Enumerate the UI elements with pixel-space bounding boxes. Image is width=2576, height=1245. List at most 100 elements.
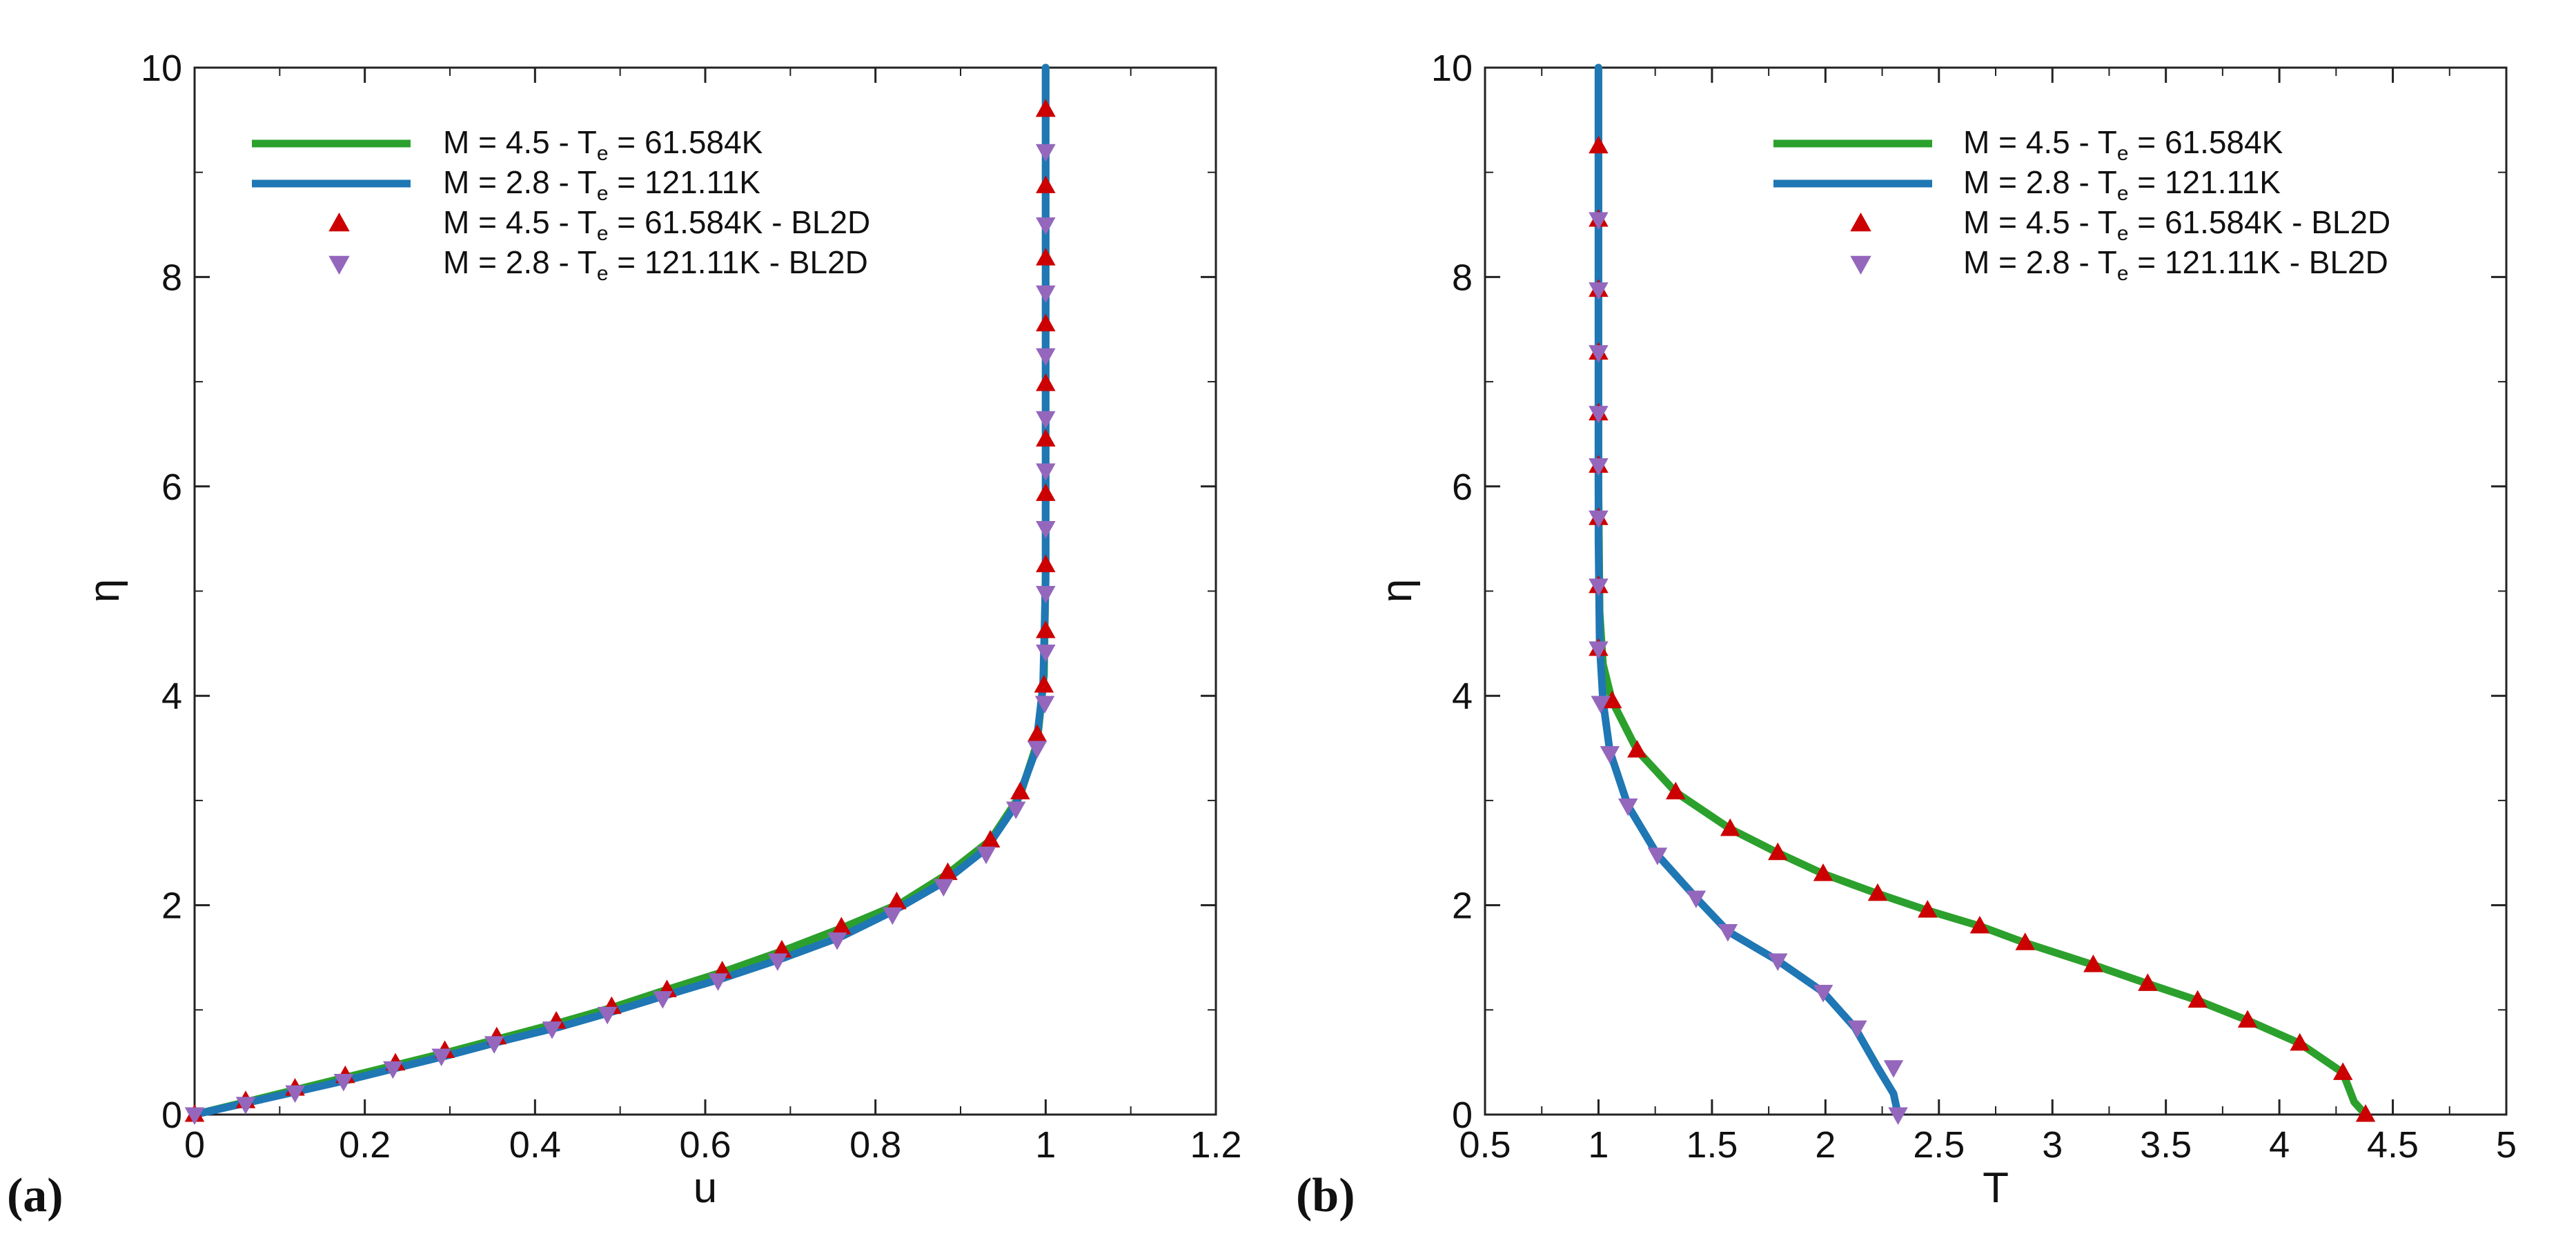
- panel-b-series-2-marker: [2237, 1010, 2258, 1028]
- panel-b-series-3-marker: [1600, 746, 1620, 764]
- panel-a-series-3-marker: [184, 1107, 205, 1125]
- panel-b-x-tick-label: 5: [2496, 1124, 2517, 1166]
- panel-b-series-3-marker: [1589, 458, 1609, 476]
- panel-a-series-2-marker: [980, 830, 1001, 848]
- panel-b-series-2-marker: [1867, 883, 1888, 901]
- panel-a-series-3-marker: [1036, 348, 1056, 366]
- panel-a-series-3-marker: [1036, 644, 1056, 663]
- panel-a-series-3-marker: [333, 1073, 354, 1092]
- panel-b-x-tick-label: 0.5: [1459, 1124, 1511, 1166]
- panel-b-series-2-marker: [1813, 863, 1833, 881]
- panel-a-x-tick-label: 0.4: [509, 1124, 561, 1166]
- panel-a-y-tick-label: 2: [161, 885, 182, 927]
- panel-a-series-2-marker: [887, 892, 907, 910]
- panel-b-series-2-marker: [2187, 990, 2208, 1008]
- panel-b-series-2-marker: [1666, 781, 1686, 800]
- panel-a-series-2-marker: [1036, 313, 1056, 332]
- panel-a-y-tick-label: 4: [161, 676, 182, 717]
- panel-b-series-2-marker: [2138, 973, 2158, 991]
- panel-b-series-3-marker: [1589, 510, 1609, 529]
- panel-a-series-3-marker: [1036, 520, 1056, 539]
- panel-a-series-3-marker: [484, 1036, 504, 1054]
- panel-a-series-3-marker: [1036, 144, 1056, 162]
- panel-a-x-tick-label: 0.6: [679, 1124, 731, 1166]
- panel-a-y-tick-label: 0: [161, 1095, 182, 1136]
- panel-b-series-3-marker: [1647, 847, 1668, 865]
- panel-a-label: (a): [7, 1169, 63, 1222]
- panel-a-y-tick-label: 6: [161, 467, 182, 508]
- panel-b-series-2-marker: [1627, 740, 1647, 758]
- panel-a-series-3-marker: [235, 1097, 256, 1115]
- panel-a-series-3-marker: [883, 907, 903, 925]
- panel-a-series-2-marker: [1036, 429, 1056, 447]
- panel-b-series-3-marker: [1591, 696, 1611, 714]
- panel-a-series-3-marker: [1005, 801, 1026, 820]
- panel-a-series-3-marker: [767, 953, 788, 972]
- panel-a-series-3-marker: [708, 973, 728, 991]
- panel-a-series-3-marker: [383, 1061, 403, 1079]
- panel-b-series-2-marker: [2355, 1104, 2376, 1122]
- panel-a-series-2-marker: [1036, 620, 1056, 638]
- panel-b-x-tick-label: 1: [1588, 1124, 1609, 1166]
- panel-b-y-tick-label: 0: [1452, 1095, 1473, 1136]
- panel-b-series-3-marker: [1847, 1020, 1867, 1039]
- panel-a-series-3-marker: [431, 1048, 451, 1067]
- panel-a-y-axis-label: η: [81, 579, 128, 602]
- panel-b-series-3-marker: [1589, 345, 1609, 363]
- panel-b-x-tick-label: 3.5: [2140, 1124, 2192, 1166]
- panel-a-series-3-marker: [1036, 285, 1056, 304]
- panel-a-series-2-marker: [938, 862, 958, 881]
- panel-a-series-3-marker: [1036, 463, 1056, 482]
- panel-a-x-tick-label: 1.2: [1190, 1124, 1241, 1166]
- panel-b-y-tick-label: 6: [1452, 467, 1473, 508]
- panel-b-y-tick-label: 8: [1452, 257, 1473, 298]
- panel-b-legend-swatch-2: [1850, 213, 1871, 232]
- panel-b-series-2-marker: [1969, 915, 1990, 934]
- panel-a-x-tick-label: 0.2: [339, 1124, 391, 1166]
- panel-b-x-axis-label: T: [1983, 1164, 2009, 1212]
- panel-a-series-3-marker: [597, 1006, 618, 1025]
- panel-b-legend-label-3: M = 2.8 - Te = 121.11K - BL2D: [1963, 244, 2388, 285]
- panel-b-x-tick-label: 2.5: [1913, 1124, 1965, 1166]
- panel-b-chart: 0.5 1 1.5 2 2.5 3 3.5 4 4.5 5 0 2 4 6 8 10 M = 4.5 - Te…: [1296, 48, 2517, 1222]
- panel-b-y-tick-label: 10: [1431, 48, 1473, 89]
- panel-a-series-2-marker: [771, 939, 792, 958]
- panel-b-x-tick-label: 4: [2269, 1124, 2290, 1166]
- panel-b-series-2-marker: [2083, 954, 2103, 972]
- panel-b-series-2-marker: [2015, 932, 2036, 950]
- panel-a-series-2-marker: [1027, 724, 1048, 742]
- panel-a-x-axis-label: u: [694, 1164, 717, 1212]
- panel-a-series-3-marker: [1034, 696, 1055, 714]
- panel-b-series-3-marker: [1589, 641, 1609, 659]
- panel-b-series-3-marker: [1813, 985, 1833, 1003]
- panel-b-series-3-marker: [1618, 798, 1638, 816]
- panel-b-series-2-marker: [2332, 1062, 2353, 1080]
- panel-a-series-2-marker: [1036, 248, 1056, 266]
- panel-a-y-tick-label: 8: [161, 257, 182, 298]
- panel-a-x-tick-label: 0.8: [849, 1124, 901, 1166]
- panel-a-series-3-marker: [542, 1021, 562, 1039]
- panel-b-label: (b): [1296, 1169, 1355, 1222]
- panel-a-series-3-marker: [827, 932, 847, 950]
- panel-a-series-3-marker: [653, 991, 673, 1009]
- panel-a-series-3-marker: [1027, 741, 1048, 759]
- panel-b-legend-swatch-3: [1850, 255, 1871, 275]
- panel-a-series-2-marker: [1034, 675, 1054, 693]
- panel-b-series-3-marker: [1883, 1060, 1904, 1078]
- panel-a-legend-label-0: M = 4.5 - Te = 61.584K: [443, 124, 763, 165]
- panel-a-series-3-marker: [1036, 411, 1056, 429]
- panel-a-series-2-marker: [1036, 99, 1056, 117]
- panel-b-series-3-marker: [1589, 212, 1609, 230]
- panel-b-series-2-marker: [1768, 842, 1788, 861]
- panel-a-series-2-marker: [1010, 781, 1030, 800]
- panel-a-series-3-marker: [285, 1085, 305, 1104]
- panel-a-x-tick-label: 1: [1035, 1124, 1056, 1166]
- panel-a-series-2-marker: [1036, 175, 1056, 193]
- panel-a-series-3-marker: [934, 879, 954, 897]
- panel-a-series-2-marker: [1036, 373, 1056, 391]
- panel-b-series-2-marker: [1918, 900, 1938, 918]
- panel-a-y-tick-label: 10: [141, 48, 182, 89]
